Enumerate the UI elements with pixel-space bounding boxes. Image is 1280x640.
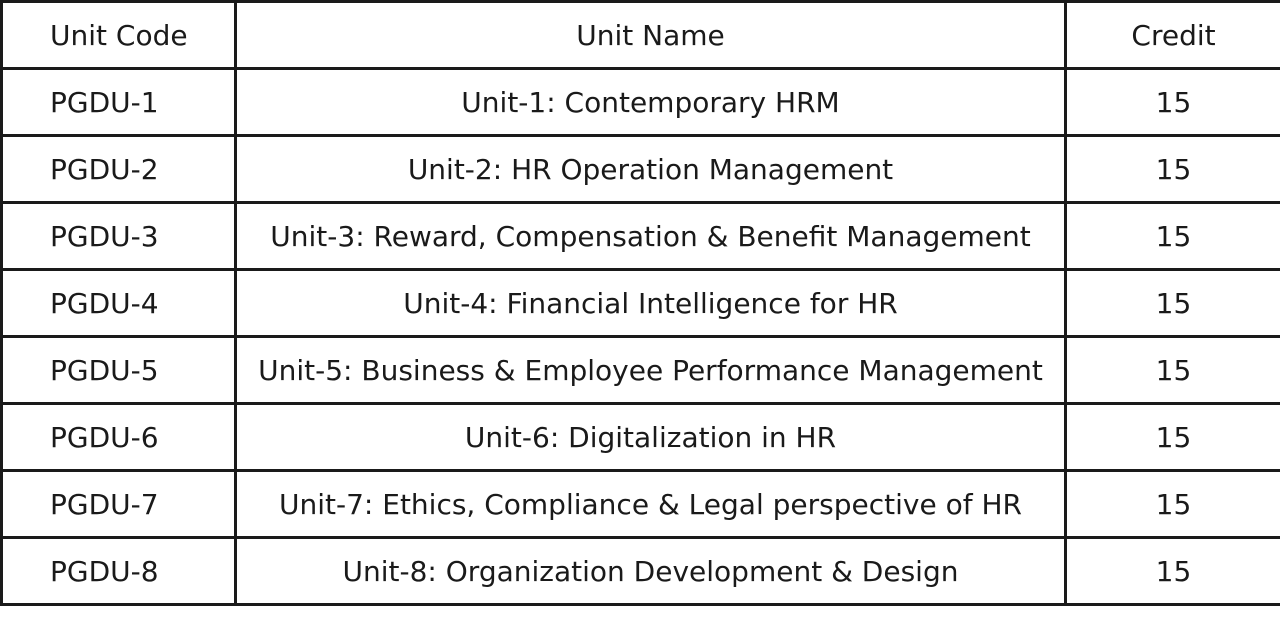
header-unit-name: Unit Name bbox=[234, 0, 1067, 70]
table-row: PGDU-1 Unit-1: Contemporary HRM 15 bbox=[0, 67, 1280, 137]
header-row: Unit Code Unit Name Credit bbox=[0, 0, 1280, 70]
unit-code-cell: PGDU-5 bbox=[0, 335, 237, 405]
table-row: PGDU-3 Unit-3: Reward, Compensation & Be… bbox=[0, 201, 1280, 271]
unit-code-cell: PGDU-6 bbox=[0, 402, 237, 472]
header-credit: Credit bbox=[1064, 0, 1280, 70]
header-unit-code: Unit Code bbox=[0, 0, 237, 70]
credit-cell: 15 bbox=[1064, 268, 1280, 338]
unit-code-cell: PGDU-1 bbox=[0, 67, 237, 137]
unit-name-cell: Unit-4: Financial Intelligence for HR bbox=[234, 268, 1067, 338]
credit-cell: 15 bbox=[1064, 536, 1280, 606]
unit-code-cell: PGDU-3 bbox=[0, 201, 237, 271]
unit-name-cell: Unit-5: Business & Employee Performance … bbox=[234, 335, 1067, 405]
unit-name-cell: Unit-3: Reward, Compensation & Benefit M… bbox=[234, 201, 1067, 271]
unit-name-cell: Unit-1: Contemporary HRM bbox=[234, 67, 1067, 137]
table-row: PGDU-5 Unit-5: Business & Employee Perfo… bbox=[0, 335, 1280, 405]
unit-name-cell: Unit-8: Organization Development & Desig… bbox=[234, 536, 1067, 606]
table-row: PGDU-4 Unit-4: Financial Intelligence fo… bbox=[0, 268, 1280, 338]
unit-code-cell: PGDU-7 bbox=[0, 469, 237, 539]
credit-cell: 15 bbox=[1064, 335, 1280, 405]
table-header: Unit Code Unit Name Credit bbox=[0, 0, 1280, 70]
units-table: Unit Code Unit Name Credit PGDU-1 Unit-1… bbox=[0, 0, 1280, 606]
credit-cell: 15 bbox=[1064, 67, 1280, 137]
table-row: PGDU-6 Unit-6: Digitalization in HR 15 bbox=[0, 402, 1280, 472]
unit-name-cell: Unit-2: HR Operation Management bbox=[234, 134, 1067, 204]
unit-code-cell: PGDU-4 bbox=[0, 268, 237, 338]
table-body: PGDU-1 Unit-1: Contemporary HRM 15 PGDU-… bbox=[0, 67, 1280, 606]
unit-code-cell: PGDU-2 bbox=[0, 134, 237, 204]
credit-cell: 15 bbox=[1064, 134, 1280, 204]
credit-cell: 15 bbox=[1064, 201, 1280, 271]
table-row: PGDU-8 Unit-8: Organization Development … bbox=[0, 536, 1280, 606]
unit-code-cell: PGDU-8 bbox=[0, 536, 237, 606]
credit-cell: 15 bbox=[1064, 402, 1280, 472]
unit-name-cell: Unit-7: Ethics, Compliance & Legal persp… bbox=[234, 469, 1067, 539]
unit-name-cell: Unit-6: Digitalization in HR bbox=[234, 402, 1067, 472]
table-row: PGDU-7 Unit-7: Ethics, Compliance & Lega… bbox=[0, 469, 1280, 539]
credit-cell: 15 bbox=[1064, 469, 1280, 539]
table-row: PGDU-2 Unit-2: HR Operation Management 1… bbox=[0, 134, 1280, 204]
